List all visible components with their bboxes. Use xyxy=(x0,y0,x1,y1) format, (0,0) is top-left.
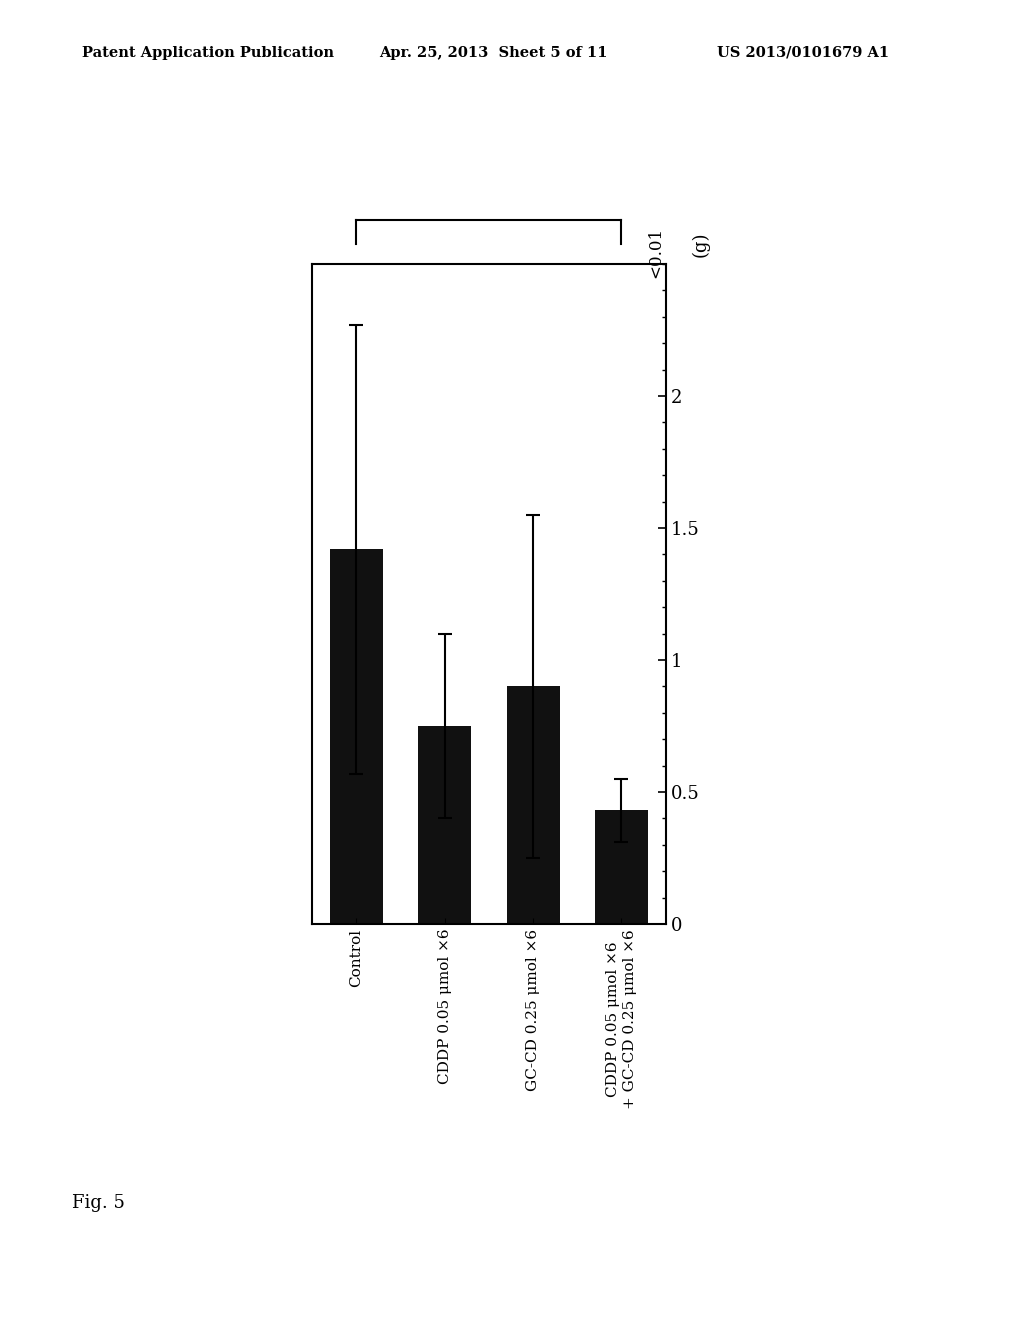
Text: <0.01: <0.01 xyxy=(647,227,664,279)
Bar xyxy=(595,810,648,924)
Text: Apr. 25, 2013  Sheet 5 of 11: Apr. 25, 2013 Sheet 5 of 11 xyxy=(379,46,607,59)
Text: US 2013/0101679 A1: US 2013/0101679 A1 xyxy=(717,46,889,59)
Bar xyxy=(330,549,383,924)
Text: (g): (g) xyxy=(692,232,710,257)
Text: Fig. 5: Fig. 5 xyxy=(72,1193,125,1212)
Bar xyxy=(418,726,471,924)
Bar xyxy=(507,686,559,924)
Text: Patent Application Publication: Patent Application Publication xyxy=(82,46,334,59)
